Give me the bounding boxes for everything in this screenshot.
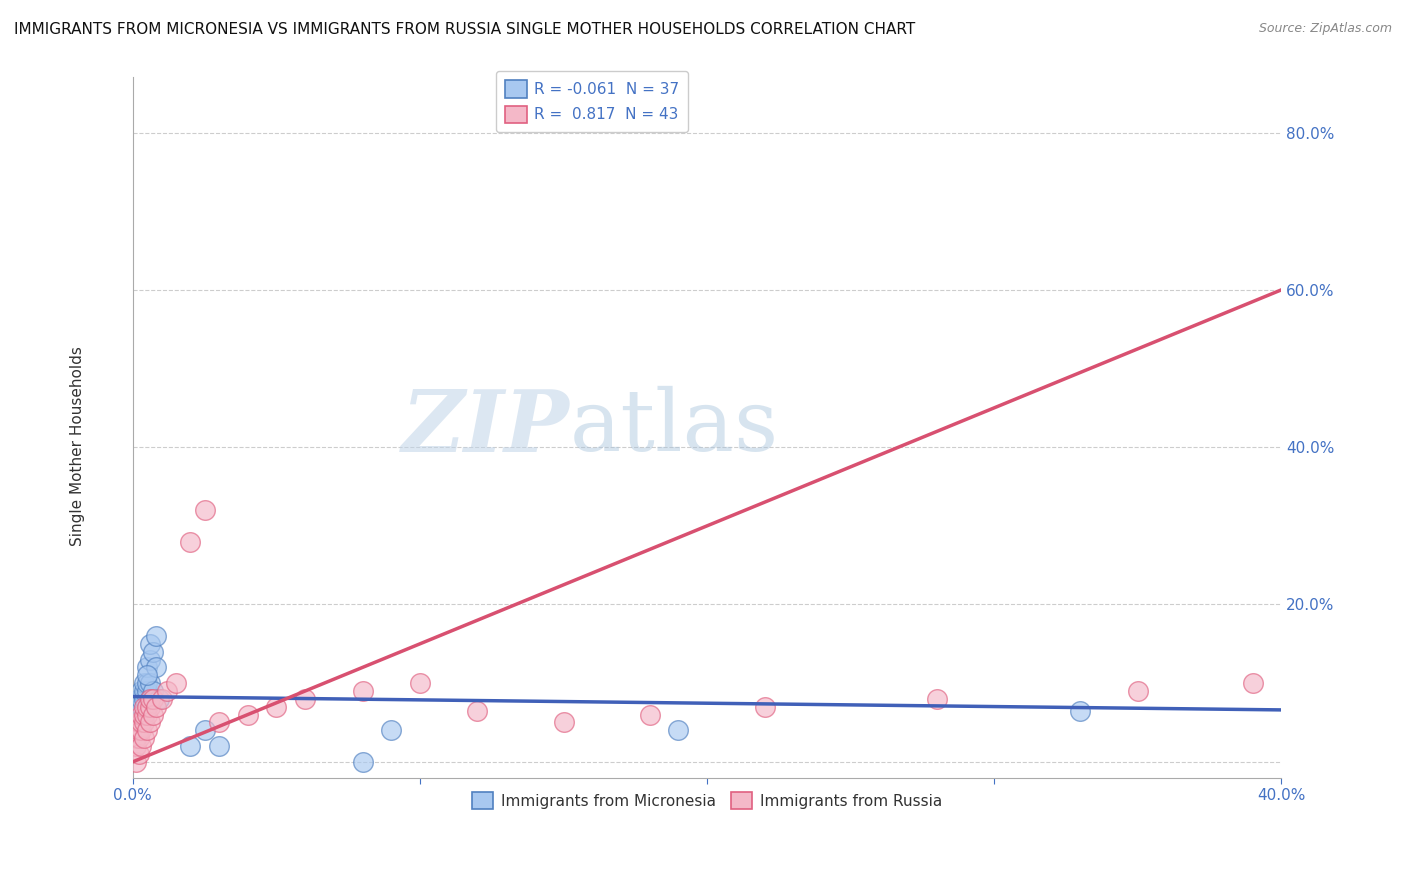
Point bbox=[136, 699, 159, 714]
Point bbox=[134, 692, 156, 706]
Point bbox=[128, 723, 150, 738]
Point bbox=[145, 660, 167, 674]
Point bbox=[139, 715, 162, 730]
Point bbox=[139, 699, 162, 714]
Text: ZIP: ZIP bbox=[401, 385, 569, 469]
Point bbox=[136, 668, 159, 682]
Point bbox=[156, 684, 179, 698]
Point bbox=[124, 723, 146, 738]
Point bbox=[380, 723, 402, 738]
Point bbox=[131, 684, 153, 698]
Point bbox=[128, 692, 150, 706]
Point bbox=[208, 715, 231, 730]
Point bbox=[136, 707, 159, 722]
Point bbox=[165, 676, 187, 690]
Point bbox=[553, 715, 575, 730]
Point bbox=[236, 707, 259, 722]
Point bbox=[128, 715, 150, 730]
Point bbox=[409, 676, 432, 690]
Point bbox=[134, 684, 156, 698]
Point bbox=[208, 739, 231, 753]
Point bbox=[134, 676, 156, 690]
Point bbox=[145, 699, 167, 714]
Point bbox=[136, 723, 159, 738]
Point bbox=[352, 684, 374, 698]
Point bbox=[666, 723, 689, 738]
Point bbox=[128, 699, 150, 714]
Point bbox=[925, 692, 948, 706]
Point bbox=[136, 699, 159, 714]
Point bbox=[1069, 704, 1091, 718]
Text: Single Mother Households: Single Mother Households bbox=[70, 346, 84, 546]
Point bbox=[145, 629, 167, 643]
Point bbox=[142, 684, 165, 698]
Point bbox=[124, 731, 146, 746]
Point bbox=[136, 676, 159, 690]
Point bbox=[179, 739, 201, 753]
Point bbox=[136, 684, 159, 698]
Point bbox=[139, 692, 162, 706]
Point bbox=[1241, 676, 1264, 690]
Point bbox=[124, 755, 146, 769]
Point bbox=[134, 707, 156, 722]
Point bbox=[131, 707, 153, 722]
Point bbox=[128, 723, 150, 738]
Point bbox=[124, 731, 146, 746]
Point bbox=[266, 699, 288, 714]
Point bbox=[194, 723, 217, 738]
Legend: Immigrants from Micronesia, Immigrants from Russia: Immigrants from Micronesia, Immigrants f… bbox=[465, 786, 949, 815]
Point bbox=[134, 731, 156, 746]
Point bbox=[754, 699, 776, 714]
Point bbox=[131, 715, 153, 730]
Point bbox=[294, 692, 316, 706]
Point bbox=[467, 704, 489, 718]
Text: IMMIGRANTS FROM MICRONESIA VS IMMIGRANTS FROM RUSSIA SINGLE MOTHER HOUSEHOLDS CO: IMMIGRANTS FROM MICRONESIA VS IMMIGRANTS… bbox=[14, 22, 915, 37]
Point bbox=[128, 747, 150, 761]
Point bbox=[142, 645, 165, 659]
Point bbox=[142, 707, 165, 722]
Point bbox=[124, 723, 146, 738]
Point bbox=[131, 692, 153, 706]
Point bbox=[1126, 684, 1149, 698]
Point bbox=[150, 692, 173, 706]
Point bbox=[139, 637, 162, 651]
Point bbox=[194, 503, 217, 517]
Point bbox=[638, 707, 661, 722]
Point bbox=[139, 692, 162, 706]
Point bbox=[128, 731, 150, 746]
Point bbox=[131, 723, 153, 738]
Point bbox=[139, 676, 162, 690]
Point bbox=[131, 715, 153, 730]
Point bbox=[179, 534, 201, 549]
Point bbox=[124, 707, 146, 722]
Point bbox=[134, 707, 156, 722]
Point bbox=[131, 739, 153, 753]
Point bbox=[136, 660, 159, 674]
Text: Source: ZipAtlas.com: Source: ZipAtlas.com bbox=[1258, 22, 1392, 36]
Point bbox=[124, 739, 146, 753]
Point bbox=[128, 707, 150, 722]
Point bbox=[139, 652, 162, 666]
Point bbox=[142, 692, 165, 706]
Point bbox=[352, 755, 374, 769]
Point bbox=[134, 715, 156, 730]
Point bbox=[131, 699, 153, 714]
Point bbox=[124, 715, 146, 730]
Text: atlas: atlas bbox=[569, 386, 779, 469]
Point bbox=[134, 699, 156, 714]
Point bbox=[148, 692, 170, 706]
